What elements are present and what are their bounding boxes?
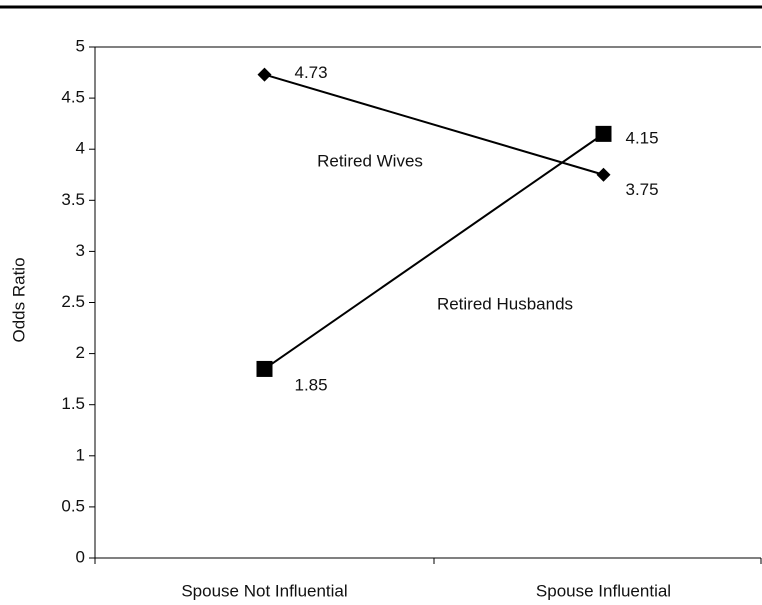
marker xyxy=(257,67,272,82)
series-line xyxy=(264,73,604,176)
y-tick-label: 2 xyxy=(76,343,85,362)
y-tick-label: 0.5 xyxy=(61,496,85,515)
y-tick-label: 4 xyxy=(76,139,85,158)
y-tick-label: 5 xyxy=(76,36,85,55)
y-tick-label: 1.5 xyxy=(61,394,85,413)
value-label: 4.73 xyxy=(295,63,328,82)
series-line xyxy=(263,133,605,370)
marker xyxy=(595,125,612,142)
x-tick-label: Spouse Not Influential xyxy=(181,581,347,600)
value-label: 1.85 xyxy=(295,375,328,394)
y-tick-label: 3 xyxy=(76,241,85,260)
y-tick-label: 2.5 xyxy=(61,292,85,311)
y-axis-label: Odds Ratio xyxy=(9,257,28,342)
marker xyxy=(596,167,611,182)
y-tick-label: 0 xyxy=(76,547,85,566)
y-tick-label: 3.5 xyxy=(61,190,85,209)
x-tick-label: Spouse Influential xyxy=(536,581,671,600)
series-label: Retired Husbands xyxy=(437,294,573,313)
series-label: Retired Wives xyxy=(317,151,423,170)
value-label: 3.75 xyxy=(626,180,659,199)
y-tick-label: 1 xyxy=(76,445,85,464)
marker xyxy=(256,360,273,377)
value-label: 4.15 xyxy=(626,128,659,147)
y-tick-label: 4.5 xyxy=(61,88,85,107)
